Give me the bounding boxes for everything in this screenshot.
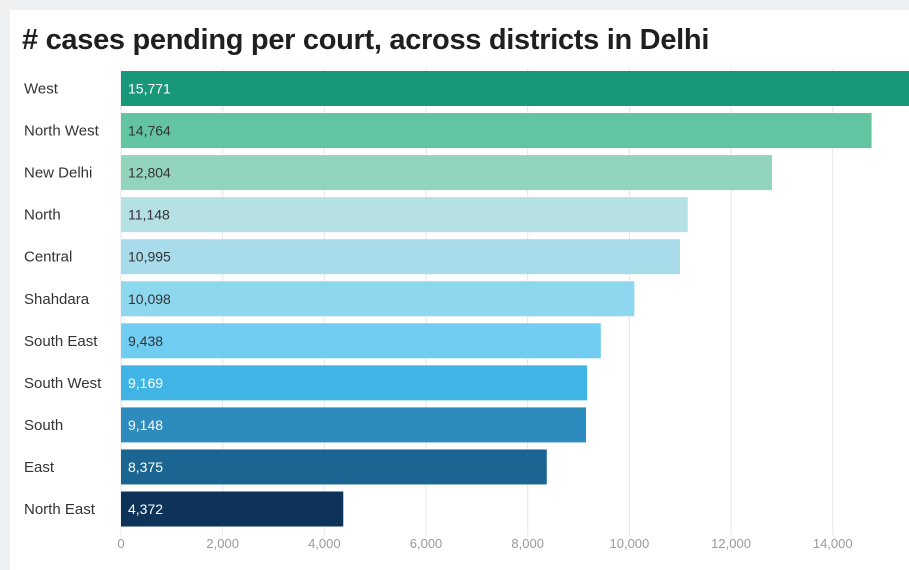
category-label: New Delhi xyxy=(24,165,92,182)
bar xyxy=(121,407,587,443)
category-label: North East xyxy=(24,501,96,518)
value-label: 11,148 xyxy=(128,207,170,223)
category-label: North xyxy=(24,207,61,224)
x-tick-label: 14,000 xyxy=(813,536,853,551)
bar xyxy=(121,491,344,527)
bar xyxy=(121,449,547,485)
x-tick-label: 0 xyxy=(117,536,124,551)
x-tick-label: 8,000 xyxy=(511,536,544,551)
category-label: South xyxy=(24,417,63,434)
x-tick-label: 2,000 xyxy=(206,536,239,551)
bar xyxy=(121,113,872,149)
category-label: North West xyxy=(24,123,100,140)
bar xyxy=(121,155,772,191)
bar xyxy=(121,239,680,275)
value-label: 9,148 xyxy=(128,417,163,433)
value-label: 8,375 xyxy=(128,459,163,475)
value-label: 4,372 xyxy=(128,501,163,517)
chart-card: # cases pending per court, across distri… xyxy=(10,10,909,570)
value-label: 12,804 xyxy=(128,165,171,181)
value-label: 15,771 xyxy=(128,81,171,97)
value-label: 14,764 xyxy=(128,123,171,139)
value-label: 10,098 xyxy=(128,291,171,307)
bar-chart: 0 2,000 4,000 6,000 8,000 10,000 12,000 14,000 W… xyxy=(24,68,909,551)
x-tick-label: 6,000 xyxy=(410,536,443,551)
category-label: South East xyxy=(24,333,98,350)
value-label: 9,169 xyxy=(128,375,163,391)
bar xyxy=(121,197,688,233)
bar xyxy=(121,365,588,401)
x-tick-label: 12,000 xyxy=(711,536,751,551)
bar xyxy=(121,281,635,317)
category-label: South West xyxy=(24,375,102,392)
chart-title: # cases pending per court, across distri… xyxy=(22,24,710,56)
value-label: 10,995 xyxy=(128,249,171,265)
x-tick-label: 10,000 xyxy=(610,536,650,551)
category-label: Central xyxy=(24,249,72,266)
category-label: Shahdara xyxy=(24,291,90,308)
value-label: 9,438 xyxy=(128,333,163,349)
category-label: East xyxy=(24,459,55,476)
category-label: West xyxy=(24,81,59,98)
bar xyxy=(121,71,909,106)
x-tick-label: 4,000 xyxy=(308,536,341,551)
bar xyxy=(121,323,601,359)
